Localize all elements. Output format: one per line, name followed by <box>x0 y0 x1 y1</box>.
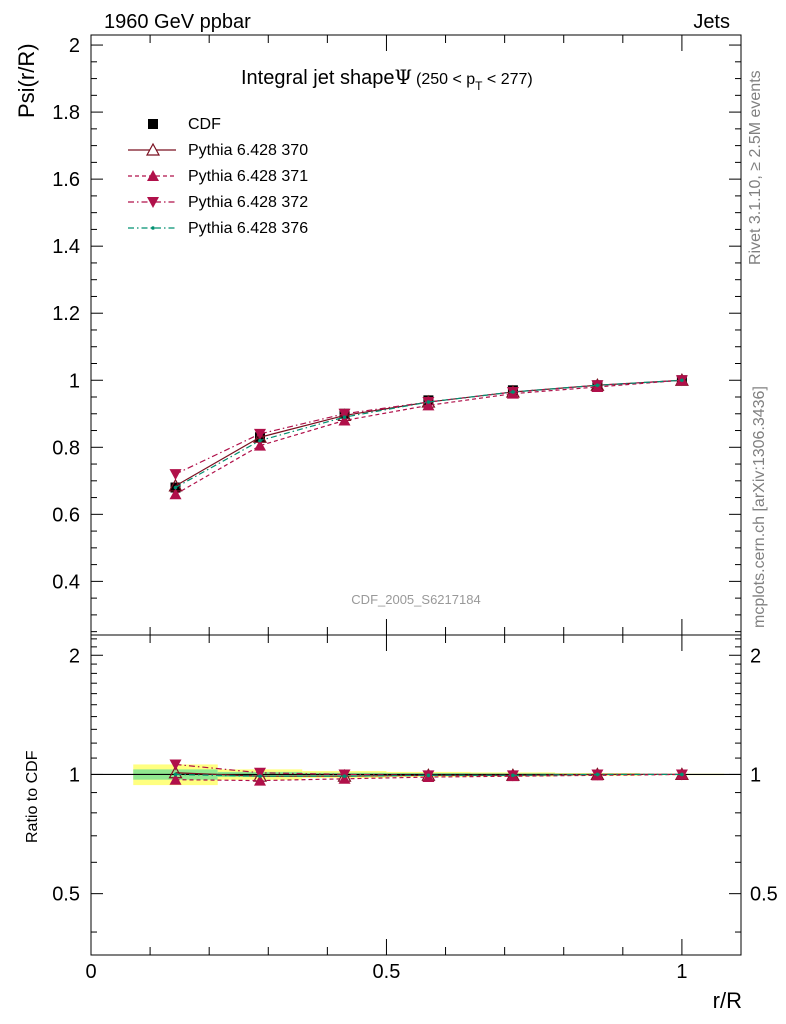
ratio-data-point <box>426 773 431 778</box>
legend-entry-370: Pythia 6.428 370 <box>128 142 308 159</box>
ratio-x-tick-labels: 0 0.5 1 <box>85 961 687 983</box>
mcplots-label: mcplots.cern.ch [arXiv:1306.3436] <box>751 386 768 628</box>
ratio-data-point <box>680 772 684 777</box>
ratio-data-point <box>254 774 266 786</box>
ratio-ytick-label-right: 1 <box>750 764 761 786</box>
ratio-frame <box>90 634 742 956</box>
ratio-ytick-label: 1 <box>69 764 80 786</box>
chart-title-range-sub: T <box>475 79 483 93</box>
ratio-data-point <box>254 767 266 779</box>
chart-title: Integral jet shapeΨ (250 < pT < 277) <box>241 65 533 93</box>
ratio-series-3 <box>173 772 684 778</box>
legend-label-376: Pythia 6.428 376 <box>188 220 308 237</box>
legend-label-371: Pythia 6.428 371 <box>188 168 308 185</box>
header-process: Jets <box>693 11 730 33</box>
main-data-point <box>338 408 351 420</box>
legend: CDF Pythia 6.428 370 Pythia 6.428 371 Py… <box>128 116 308 237</box>
ratio-ytick-label: 0.5 <box>52 884 80 906</box>
legend-entry-cdf: CDF <box>148 116 221 133</box>
main-ytick-label: 1.4 <box>52 236 80 258</box>
main-data-point <box>169 488 182 500</box>
chart-title-main: Integral jet shape <box>241 67 394 89</box>
main-series-2 <box>169 374 688 500</box>
chart-title-symbol: Ψ <box>394 65 412 89</box>
ratio-data-point <box>169 759 182 771</box>
main-ytick-label: 1.2 <box>52 303 80 325</box>
main-data-point <box>511 390 515 394</box>
legend-entry-376: Pythia 6.428 376 <box>128 220 308 237</box>
ratio-series-layer <box>168 759 689 786</box>
main-data-point <box>254 439 266 451</box>
ratio-panel: 0.5 0.51 12 2 0 0.5 1 Ratio to CDF r/R <box>24 634 778 1013</box>
chart-title-range-close: < 277) <box>482 71 532 88</box>
ratio-xtick-label: 1 <box>676 961 687 983</box>
main-data-point <box>258 438 262 443</box>
legend-entry-372: Pythia 6.428 372 <box>128 194 308 211</box>
legend-marker-370 <box>145 142 161 156</box>
legend-marker-cdf <box>148 119 158 129</box>
main-data-point <box>680 378 684 383</box>
x-axis-label: r/R <box>713 988 742 1013</box>
main-data-point <box>338 414 351 426</box>
ratio-ytick-label-right: 0.5 <box>750 884 778 906</box>
ratio-data-point <box>258 774 262 778</box>
main-series-layer <box>168 372 689 500</box>
ratio-data-point <box>173 772 178 777</box>
ratio-ylabel: Ratio to CDF <box>24 750 41 843</box>
ratio-y-tick-labels: 0.5 0.5 1 1 2 2 <box>52 645 778 905</box>
main-panel: 0.4 0.6 0.8 1 1.2 1.4 1.6 1.8 2 Psi(r/R) Integra… <box>14 34 742 636</box>
legend-label-372: Pythia 6.428 372 <box>188 194 308 211</box>
rivet-label: Rivet 3.1.10, ≥ 2.5M events <box>747 70 764 265</box>
main-ytick-label: 1.6 <box>52 169 80 191</box>
ratio-ticks <box>90 635 742 955</box>
main-ticks <box>90 35 742 635</box>
ratio-data-point <box>169 773 182 785</box>
main-ylabel: Psi(r/R) <box>14 43 39 118</box>
main-ytick-label: 0.6 <box>52 504 80 526</box>
main-ytick-label: 1 <box>69 370 80 392</box>
ratio-xtick-label: 0.5 <box>373 961 401 983</box>
main-data-point <box>426 400 431 404</box>
main-ytick-label: 1.8 <box>52 102 80 124</box>
main-series-4 <box>173 378 684 490</box>
main-series-1 <box>168 372 689 492</box>
header-energy: 1960 GeV ppbar <box>104 11 251 33</box>
main-data-point <box>595 383 600 388</box>
legend-marker-372 <box>147 197 159 208</box>
ratio-data-point <box>342 774 347 778</box>
main-ytick-label: 2 <box>69 35 80 57</box>
ratio-xtick-label: 0 <box>85 961 96 983</box>
ratio-ytick-label-right: 2 <box>750 645 761 667</box>
legend-entry-371: Pythia 6.428 371 <box>128 168 308 185</box>
main-ytick-label: 0.4 <box>52 571 80 593</box>
ratio-ytick-label: 2 <box>69 645 80 667</box>
main-data-point <box>342 415 347 419</box>
main-series-0 <box>170 375 687 493</box>
main-data-point <box>173 485 178 490</box>
ratio-data-point <box>595 772 600 777</box>
analysis-id: CDF_2005_S6217184 <box>351 592 480 607</box>
chart-title-range-open: (250 < p <box>416 71 475 88</box>
main-data-point <box>169 469 182 481</box>
legend-label-370: Pythia 6.428 370 <box>188 142 308 159</box>
main-series-line <box>175 379 682 475</box>
legend-marker-376 <box>151 226 155 230</box>
ratio-data-point <box>511 773 515 778</box>
main-series-3 <box>169 375 688 481</box>
legend-label-cdf: CDF <box>188 116 221 133</box>
main-data-point <box>254 428 266 440</box>
main-y-tick-labels: 0.4 0.6 0.8 1 1.2 1.4 1.6 1.8 2 <box>52 35 80 593</box>
legend-marker-371 <box>147 170 159 181</box>
main-ytick-label: 0.8 <box>52 437 80 459</box>
